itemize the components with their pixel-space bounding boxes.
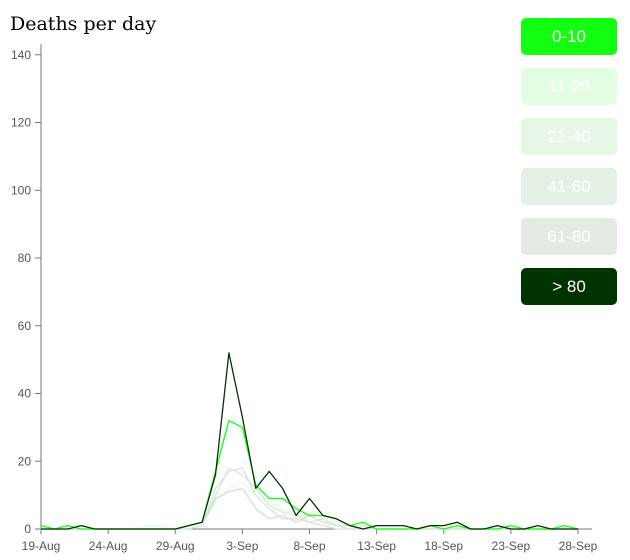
legend-button-over-80[interactable]: > 80	[521, 268, 617, 305]
legend-button-61-80[interactable]: 61-80	[521, 218, 617, 255]
series-layer	[40, 352, 579, 530]
x-tick-label: 28-Sep	[559, 539, 598, 553]
y-tick-label: 0	[24, 522, 31, 536]
x-tick-label: 24-Aug	[89, 539, 128, 553]
y-tick-label: 80	[18, 251, 32, 265]
y-tick-label: 20	[18, 454, 32, 468]
legend: 0-10 11-20 21-40 41-60 61-80 > 80	[521, 18, 617, 318]
x-tick-label: 19-Aug	[22, 539, 61, 553]
y-tick-label: 40	[18, 387, 32, 401]
x-tick-label: 3-Sep	[226, 539, 258, 553]
legend-button-0-10[interactable]: 0-10	[521, 18, 617, 55]
x-tick-label: 23-Sep	[492, 539, 531, 553]
y-tick-label: 140	[11, 48, 31, 62]
legend-button-41-60[interactable]: 41-60	[521, 168, 617, 205]
legend-button-21-40[interactable]: 21-40	[521, 118, 617, 155]
y-tick-label: 100	[11, 183, 31, 197]
legend-button-11-20[interactable]: 11-20	[521, 68, 617, 105]
x-tick-label: 13-Sep	[357, 539, 396, 553]
series-line-0-10	[40, 419, 579, 530]
y-tick-label: 60	[18, 319, 32, 333]
x-tick-label: 8-Sep	[293, 539, 325, 553]
y-axis: 0 20 40 60 80 100 120 140	[11, 44, 42, 536]
x-tick-label: 18-Sep	[424, 539, 463, 553]
series-line-41-60	[41, 487, 578, 530]
y-tick-label: 120	[11, 116, 31, 130]
chart-title: Deaths per day	[10, 13, 156, 35]
x-tick-label: 29-Aug	[156, 539, 195, 553]
x-axis: 19-Aug 24-Aug 29-Aug 3-Sep 8-Sep 13-Sep 18-Sep…	[22, 528, 598, 553]
series-line-80	[41, 352, 578, 530]
